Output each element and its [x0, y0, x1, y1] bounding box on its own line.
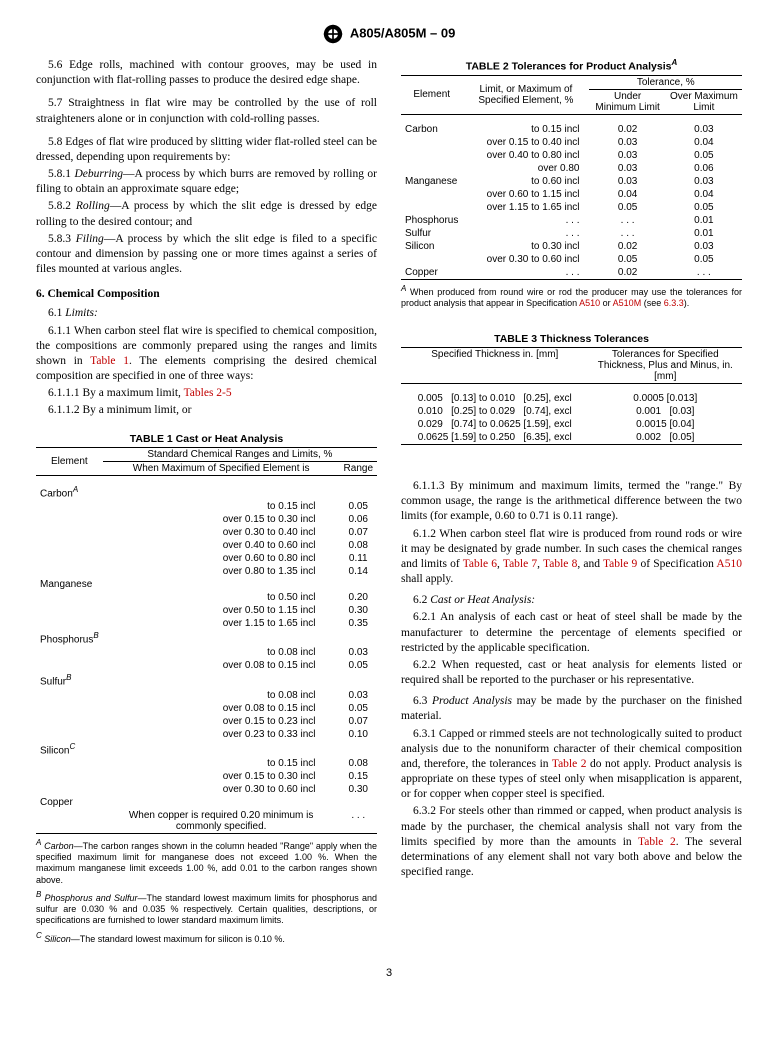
- table-row: 0.010 [0.25] to 0.029 [0.74], excl0.001 …: [401, 405, 742, 418]
- table-row: Sulfur. . .. . .0.01: [401, 227, 742, 240]
- para-6-2-1: 6.2.1 An analysis of each cast or heat o…: [401, 610, 742, 656]
- table-row: to 0.15 incl0.05: [36, 500, 377, 513]
- table-row: Phosphorus. . .. . .0.01: [401, 214, 742, 227]
- table-row: over 0.15 to 0.30 incl0.06: [36, 513, 377, 526]
- table-row: 0.0625 [1.59] to 0.250 [6.35], excl0.002…: [401, 431, 742, 445]
- para-6-3: 6.3 Product Analysis may be made by the …: [401, 694, 742, 724]
- table-2-footnote: A When produced from round wire or rod t…: [401, 284, 742, 310]
- table-row: over 0.40 to 0.60 incl0.08: [36, 539, 377, 552]
- table-row: over 1.15 to 1.65 incl0.35: [36, 617, 377, 630]
- table-2: ElementLimit, or Maximum of Specified El…: [401, 75, 742, 280]
- table-row: Copper. . .0.02. . .: [401, 266, 742, 280]
- table-3-title: TABLE 3 Thickness Tolerances: [401, 333, 742, 345]
- para-6-1-1-2: 6.1.1.2 By a minimum limit, or: [36, 403, 377, 418]
- table-row: to 0.08 incl0.03: [36, 689, 377, 702]
- table-row: Carbonto 0.15 incl0.020.03: [401, 123, 742, 136]
- link-table-1[interactable]: Table 1: [90, 355, 129, 367]
- two-column-layout: 5.6 Edge rolls, machined with contour gr…: [36, 58, 742, 947]
- table-row: 0.029 [0.74] to 0.0625 [1.59], excl0.001…: [401, 418, 742, 431]
- table-row: over 0.23 to 0.33 incl0.10: [36, 728, 377, 741]
- table-1-footnote-c: C Silicon—The standard lowest maximum fo…: [36, 931, 377, 945]
- para-6-1: 6.1 Limits:: [36, 306, 377, 321]
- table-row: to 0.15 incl0.08: [36, 757, 377, 770]
- para-5-8-3: 5.8.3 Filing—A process by which the slit…: [36, 232, 377, 278]
- table-row: over 1.15 to 1.65 incl0.050.05: [401, 201, 742, 214]
- para-6-3-1: 6.3.1 Capped or rimmed steels are not te…: [401, 727, 742, 803]
- link-a510m[interactable]: A510M: [613, 298, 642, 308]
- table-row: Siliconto 0.30 incl0.020.03: [401, 240, 742, 253]
- astm-logo-icon: [323, 24, 343, 44]
- table-1-title: TABLE 1 Cast or Heat Analysis: [36, 433, 377, 445]
- page-number: 3: [36, 967, 742, 979]
- table-row: over 0.800.030.06: [401, 162, 742, 175]
- table-row: over 0.60 to 0.80 incl0.11: [36, 552, 377, 565]
- table-row: over 0.30 to 0.60 incl0.30: [36, 783, 377, 796]
- link-a510-spec[interactable]: A510: [716, 558, 742, 570]
- table-1-footnote-a: A Carbon—The carbon ranges shown in the …: [36, 838, 377, 886]
- link-6-3-3[interactable]: 6.3.3: [664, 298, 684, 308]
- link-table-9[interactable]: Table 9: [603, 558, 637, 570]
- para-6-2: 6.2 Cast or Heat Analysis:: [401, 593, 742, 608]
- link-table-6[interactable]: Table 6: [463, 558, 497, 570]
- table-row: over 0.30 to 0.40 incl0.07: [36, 526, 377, 539]
- link-table-8[interactable]: Table 8: [543, 558, 577, 570]
- para-6-1-2: 6.1.2 When carbon steel flat wire is pro…: [401, 527, 742, 588]
- link-table-2b[interactable]: Table 2: [638, 836, 676, 848]
- table-row: over 0.50 to 1.15 incl0.30: [36, 604, 377, 617]
- para-6-2-2: 6.2.2 When requested, cast or heat analy…: [401, 658, 742, 688]
- link-tables-2-5[interactable]: Tables 2-5: [184, 387, 232, 399]
- table-row: over 0.15 to 0.40 incl0.030.04: [401, 136, 742, 149]
- link-table-2a[interactable]: Table 2: [552, 758, 587, 770]
- table-row: to 0.50 incl0.20: [36, 591, 377, 604]
- link-table-7[interactable]: Table 7: [503, 558, 537, 570]
- table-row: over 0.15 to 0.30 incl0.15: [36, 770, 377, 783]
- para-6-1-1-1: 6.1.1.1 By a maximum limit, Tables 2-5: [36, 386, 377, 401]
- table-2-title: TABLE 2 Tolerances for Product AnalysisA: [401, 58, 742, 73]
- para-5-8-1: 5.8.1 Deburring—A process by which burrs…: [36, 167, 377, 197]
- para-6-1-1: 6.1.1 When carbon steel flat wire is spe…: [36, 324, 377, 385]
- table-row: to 0.08 incl0.03: [36, 646, 377, 659]
- table-row: over 0.08 to 0.15 incl0.05: [36, 659, 377, 672]
- table-row: over 0.60 to 1.15 incl0.040.04: [401, 188, 742, 201]
- table-row: over 0.30 to 0.60 incl0.050.05: [401, 253, 742, 266]
- table-row: over 0.80 to 1.35 incl0.14: [36, 565, 377, 578]
- table-3: Specified Thickness in. [mm]Tolerances f…: [401, 347, 742, 445]
- table-1-footnote-b: B Phosphorus and Sulfur—The standard low…: [36, 890, 377, 927]
- para-5-6: 5.6 Edge rolls, machined with contour gr…: [36, 58, 377, 88]
- para-5-8: 5.8 Edges of flat wire produced by slitt…: [36, 135, 377, 165]
- heading-6: 6. Chemical Composition: [36, 287, 377, 302]
- standard-id: A805/A805M – 09: [350, 25, 456, 40]
- table-row: over 0.15 to 0.23 incl0.07: [36, 715, 377, 728]
- link-a510[interactable]: A510: [579, 298, 600, 308]
- para-6-3-2: 6.3.2 For steels other than rimmed or ca…: [401, 804, 742, 880]
- para-6-1-1-3: 6.1.1.3 By minimum and maximum limits, t…: [401, 479, 742, 525]
- table-row: over 0.08 to 0.15 incl0.05: [36, 702, 377, 715]
- table-row: Manganeseto 0.60 incl0.030.03: [401, 175, 742, 188]
- table-1: ElementStandard Chemical Ranges and Limi…: [36, 447, 377, 834]
- right-column: TABLE 2 Tolerances for Product AnalysisA…: [401, 58, 742, 947]
- left-column: 5.6 Edge rolls, machined with contour gr…: [36, 58, 377, 947]
- table-row: 0.005 [0.13] to 0.010 [0.25], excl0.0005…: [401, 392, 742, 405]
- para-5-8-2: 5.8.2 Rolling—A process by which the sli…: [36, 199, 377, 229]
- para-5-7: 5.7 Straightness in flat wire may be con…: [36, 96, 377, 126]
- page-header: A805/A805M – 09: [36, 24, 742, 44]
- table-row: over 0.40 to 0.80 incl0.030.05: [401, 149, 742, 162]
